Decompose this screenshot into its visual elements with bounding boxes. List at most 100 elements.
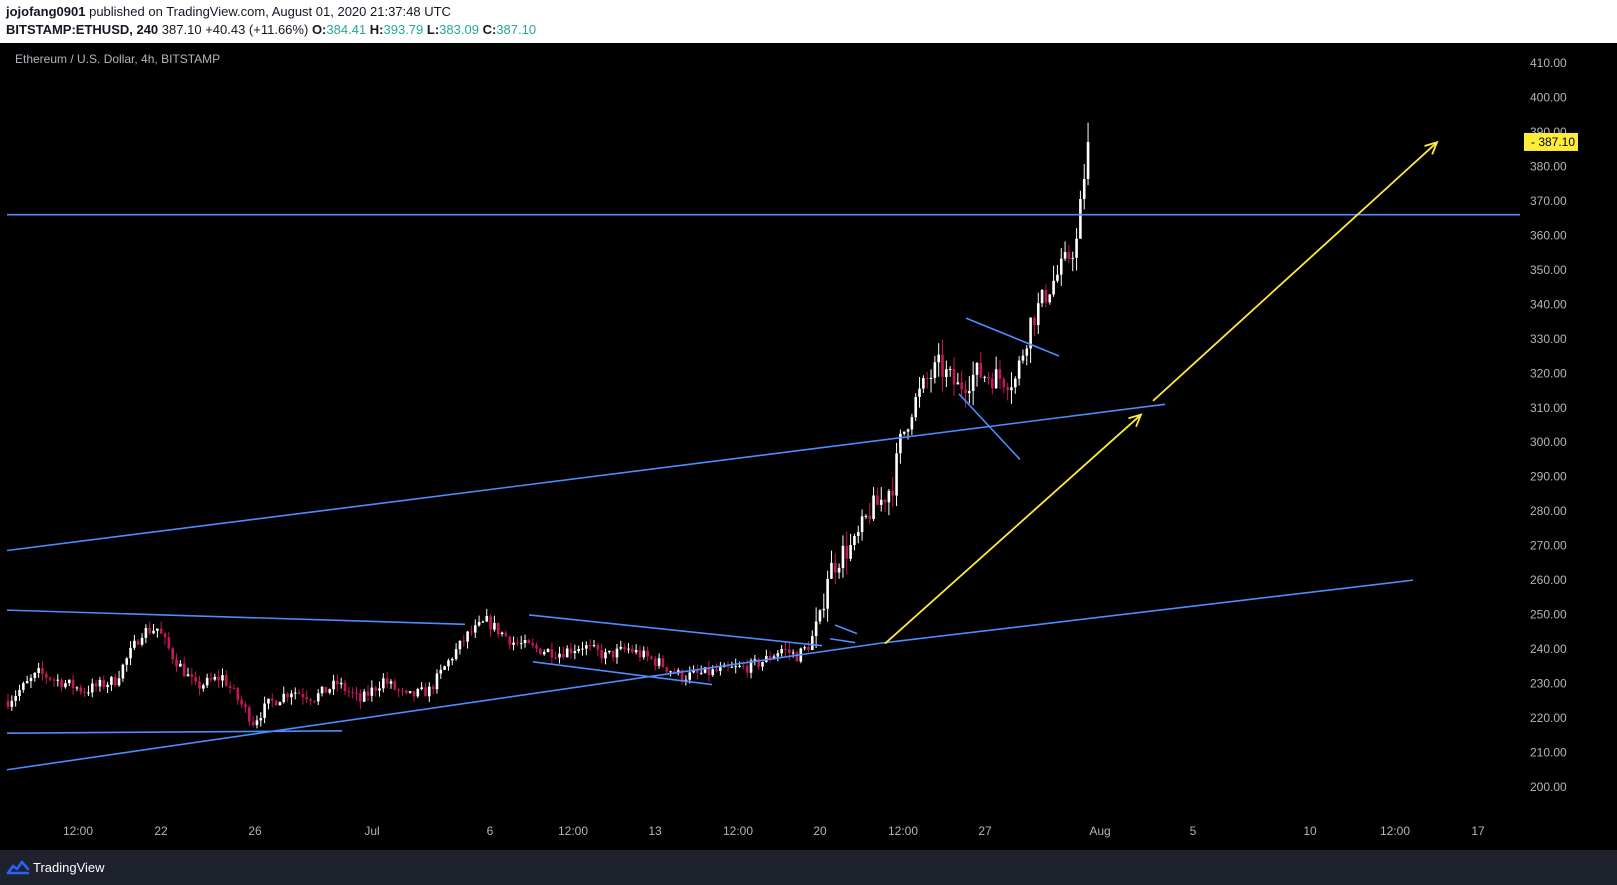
- projection-arrow[interactable]: [1152, 140, 1439, 402]
- candle: [1040, 289, 1044, 308]
- candle: [776, 649, 780, 662]
- candle: [370, 680, 374, 702]
- trendline[interactable]: [6, 609, 466, 626]
- candle: [102, 675, 106, 690]
- ohlc-legend: BITSTAMP:ETHUSD, 240 387.10 +40.43 (+11.…: [6, 22, 536, 37]
- candle: [581, 641, 584, 656]
- candle: [274, 699, 278, 706]
- candle: [964, 380, 967, 408]
- candle: [190, 667, 194, 685]
- price-axis[interactable]: 410.00400.00390.00380.00370.00360.00350.…: [1524, 56, 1578, 794]
- candle: [523, 634, 527, 648]
- candle: [1036, 292, 1040, 334]
- time-tick-label: 26: [248, 824, 262, 838]
- candle: [623, 643, 626, 653]
- candle: [853, 533, 856, 551]
- price-tick-label: 400.00: [1530, 90, 1567, 104]
- candle: [293, 687, 297, 700]
- candle: [788, 643, 791, 661]
- candle: [450, 657, 454, 666]
- close-label: C:: [482, 22, 497, 37]
- price-tick-label: 240.00: [1530, 642, 1567, 656]
- candle: [25, 675, 29, 684]
- candle: [837, 563, 841, 579]
- trendline[interactable]: [829, 637, 856, 644]
- candle: [807, 641, 810, 653]
- candle: [113, 673, 117, 687]
- tradingview-logo-icon[interactable]: [6, 859, 30, 875]
- candle: [864, 514, 868, 520]
- candle: [324, 686, 328, 693]
- trendline[interactable]: [834, 624, 858, 635]
- candle: [569, 642, 573, 659]
- price-tick-label: 350.00: [1530, 263, 1567, 277]
- candle: [895, 442, 898, 507]
- candle: [56, 674, 60, 687]
- time-tick-label: 27: [978, 824, 992, 838]
- candle: [477, 615, 481, 627]
- candle: [458, 640, 462, 655]
- price-tick-label: 200.00: [1530, 780, 1567, 794]
- candle: [768, 651, 772, 663]
- candle: [1010, 372, 1013, 404]
- candle: [814, 607, 818, 649]
- time-tick-label: 12:00: [888, 824, 918, 838]
- candle: [646, 646, 649, 662]
- candle: [217, 669, 220, 688]
- candle: [968, 376, 971, 404]
- candle: [952, 357, 956, 396]
- price-chart[interactable]: 410.00400.00390.00380.00370.00360.00350.…: [0, 43, 1617, 850]
- candle: [179, 659, 182, 667]
- publish-header: jojofang0901 published on TradingView.co…: [0, 0, 1617, 43]
- candle: [991, 372, 994, 395]
- candle: [1033, 316, 1036, 337]
- candle: [213, 673, 217, 682]
- trendline[interactable]: [879, 579, 1414, 645]
- tradingview-brand[interactable]: TradingView: [33, 860, 105, 875]
- price-tick-label: 330.00: [1530, 332, 1567, 346]
- candle: [653, 656, 657, 671]
- candle: [577, 645, 580, 654]
- trendline[interactable]: [6, 642, 881, 771]
- candle: [822, 593, 826, 618]
- candle: [925, 371, 929, 389]
- chart-area[interactable]: 410.00 400.00 390.00 380.00 370.00 360.00 350.…: [0, 43, 1617, 850]
- footer: TradingView: [0, 850, 1617, 885]
- candle: [1021, 349, 1025, 364]
- projection-arrow[interactable]: [884, 413, 1143, 645]
- candle: [860, 509, 864, 541]
- candle: [765, 649, 768, 663]
- candle: [470, 625, 473, 636]
- candle: [994, 356, 998, 389]
- time-axis[interactable]: 12:00 22 26 Jul 6 12:00 13 12:00 20 12:00 27 Aug 5 10…: [63, 824, 1485, 838]
- trendline[interactable]: [528, 614, 823, 647]
- candle: [1056, 264, 1059, 283]
- candle: [933, 355, 937, 384]
- candle: [133, 634, 136, 650]
- candle: [359, 689, 362, 709]
- trendline[interactable]: [958, 393, 1021, 461]
- candle: [929, 369, 933, 393]
- candle: [496, 622, 500, 638]
- candle: [998, 360, 1002, 389]
- candles-layer: [6, 122, 1090, 729]
- trendline[interactable]: [532, 661, 713, 686]
- candle: [382, 673, 385, 693]
- candle: [493, 615, 496, 632]
- trendline[interactable]: [6, 730, 343, 735]
- candle: [106, 681, 109, 694]
- candle: [328, 688, 332, 695]
- trendline[interactable]: [6, 403, 1166, 552]
- trendline[interactable]: [965, 317, 1060, 357]
- candle: [558, 646, 561, 664]
- candle: [428, 682, 431, 702]
- candle: [37, 662, 40, 678]
- candle: [263, 696, 266, 724]
- candle: [971, 361, 975, 406]
- price-tick-label: 410.00: [1530, 56, 1567, 70]
- candle: [738, 661, 741, 668]
- price-tick-label: 370.00: [1530, 194, 1567, 208]
- author-name[interactable]: jojofang0901: [6, 4, 86, 19]
- candle: [22, 681, 25, 693]
- candle: [910, 413, 914, 436]
